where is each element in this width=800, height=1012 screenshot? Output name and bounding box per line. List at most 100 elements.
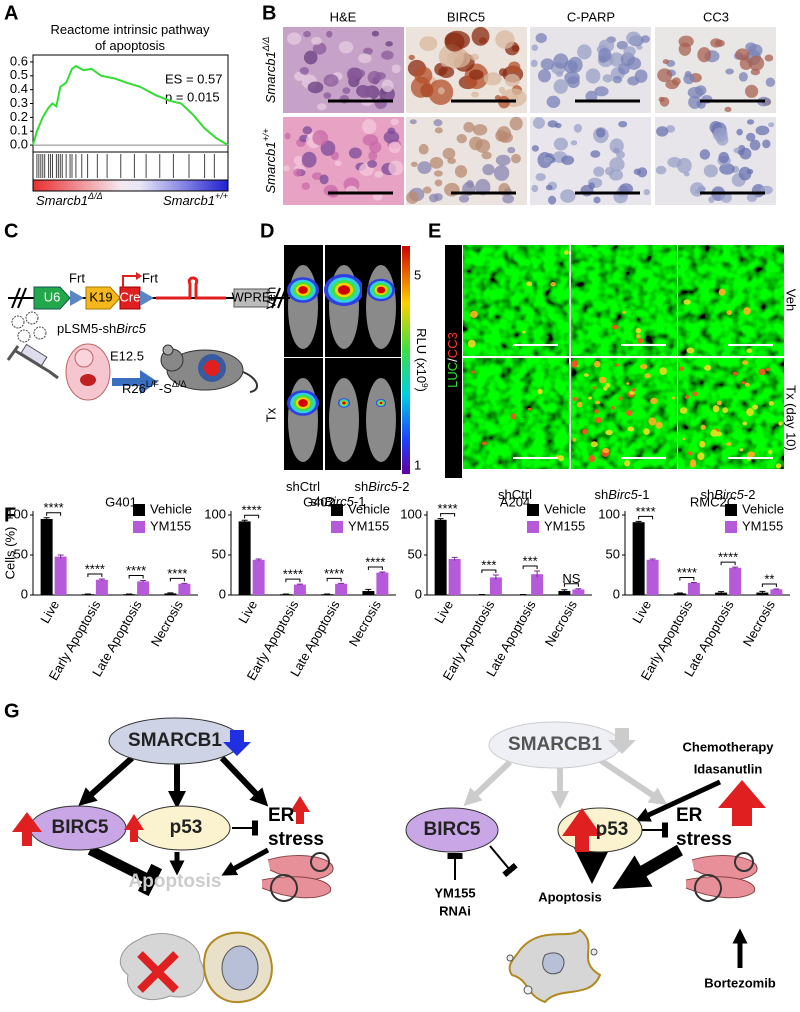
cell <box>725 68 734 75</box>
transcription-arrow <box>122 275 136 287</box>
cell <box>502 194 515 204</box>
cell <box>561 155 575 166</box>
arrow <box>612 844 683 889</box>
significance-bracket <box>46 512 62 516</box>
label-part: sh <box>701 487 715 502</box>
bar <box>123 594 136 595</box>
cell <box>471 26 490 46</box>
cell <box>667 156 682 168</box>
cell <box>585 68 601 84</box>
signal <box>342 401 346 405</box>
cell <box>381 50 394 60</box>
cell <box>594 417 602 423</box>
cell <box>387 127 396 135</box>
cell <box>509 116 523 131</box>
cell <box>594 360 601 368</box>
promoter <box>85 286 121 310</box>
significance-label: **** <box>636 504 656 519</box>
cell <box>458 194 470 203</box>
significance-bracket <box>638 515 654 520</box>
image-layer <box>283 26 784 470</box>
legend-label: YM155 <box>544 518 585 533</box>
cell <box>724 106 732 113</box>
cell <box>320 140 336 156</box>
bar <box>687 583 700 595</box>
cell <box>631 388 636 392</box>
cell <box>683 299 691 305</box>
cell <box>764 54 774 62</box>
stain: CC3 <box>445 332 460 358</box>
cell <box>483 72 502 86</box>
cell <box>573 360 578 364</box>
cell <box>658 96 665 103</box>
cell <box>391 64 401 74</box>
colorbar-label: RLU (x109) <box>414 328 430 392</box>
bar <box>362 591 375 595</box>
colorbar <box>402 246 410 474</box>
panel-label: G <box>4 700 20 722</box>
cell <box>368 151 378 161</box>
cell <box>447 48 471 68</box>
cell <box>510 413 517 420</box>
cell <box>326 30 333 38</box>
decoration <box>17 329 31 343</box>
cell <box>732 371 738 376</box>
cell <box>635 327 642 334</box>
cell <box>472 124 488 136</box>
label-part: -1 <box>354 494 366 509</box>
cell <box>429 156 444 169</box>
cell <box>609 157 625 172</box>
significance-label: **** <box>324 566 344 581</box>
decoration <box>74 348 94 368</box>
bar <box>673 593 686 595</box>
cell <box>553 137 568 151</box>
node-label: stress <box>268 829 324 850</box>
significance-label: **** <box>438 501 458 516</box>
up-arrow <box>562 808 602 852</box>
inhibitor-label: RNAi <box>439 903 471 918</box>
cell <box>418 143 429 155</box>
up-arrow <box>718 780 766 826</box>
mouse-body <box>329 378 359 462</box>
cell <box>655 165 667 175</box>
cell <box>358 53 372 64</box>
cell <box>434 179 443 187</box>
cell <box>650 397 658 405</box>
cell <box>422 186 432 194</box>
node-label: BIRC5 <box>51 817 108 838</box>
x-tick-label: Necrosis <box>148 597 187 649</box>
bar <box>531 574 544 595</box>
embryo <box>65 343 111 401</box>
x-tick-label: Live <box>37 598 62 626</box>
bar <box>54 556 67 595</box>
cell <box>434 127 443 134</box>
cell <box>301 182 311 190</box>
label-part: RLU (x10 <box>414 328 429 383</box>
cell <box>334 160 342 167</box>
cell <box>593 196 601 204</box>
y-tick-label: 0.1 <box>10 123 28 138</box>
error-bar <box>181 582 188 585</box>
cell <box>741 380 746 385</box>
x-tick-label: Live <box>235 598 260 626</box>
break-mark <box>11 287 27 309</box>
cell <box>599 376 607 384</box>
vector-name: pLSM5-sh <box>57 321 116 336</box>
cell <box>362 119 377 135</box>
cell <box>577 44 592 60</box>
cell <box>406 191 419 204</box>
cell <box>687 451 693 456</box>
bar <box>40 519 53 595</box>
cell <box>765 77 776 87</box>
element-label: K19 <box>89 289 112 304</box>
cell <box>372 192 383 201</box>
site-label: Frt <box>142 270 158 285</box>
bar <box>321 594 334 595</box>
significance-bracket <box>367 566 383 570</box>
cell <box>627 426 635 432</box>
cell <box>408 54 415 61</box>
cell <box>615 363 619 367</box>
inhibition <box>489 845 518 878</box>
fluorescence-image <box>571 245 677 356</box>
legend-swatch <box>331 504 343 516</box>
